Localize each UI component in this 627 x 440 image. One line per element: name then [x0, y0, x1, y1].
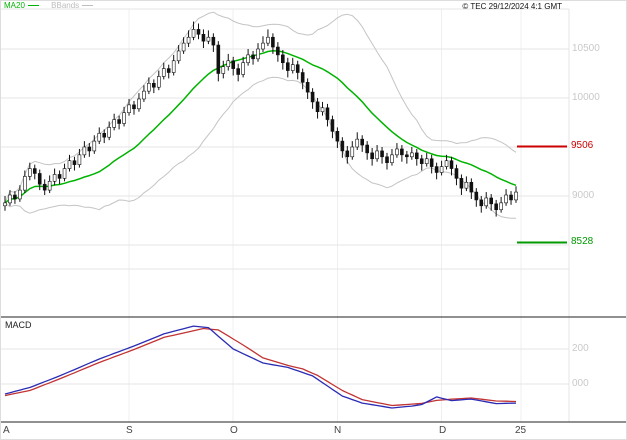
x-axis-tick-august: A [3, 425, 10, 436]
macd-tick-000: 000 [572, 378, 589, 389]
copyright-text: © TEC 29/12/2024 4:1 GMT [462, 2, 562, 11]
y-axis-tick-10500: 10500 [572, 43, 600, 54]
macd-panel-title: MACD [5, 320, 32, 330]
legend: MA20 BBands [4, 1, 103, 10]
x-axis-tick-september: S [126, 425, 133, 436]
legend-ma20-label: MA20 [4, 1, 25, 10]
legend-item-ma20: MA20 [4, 1, 39, 10]
x-axis-tick-november: N [334, 425, 342, 436]
x-axis-tick-2025: 25 [515, 425, 527, 436]
resistance-level-label: 9506 [570, 140, 595, 151]
x-axis-tick-december: D [439, 425, 447, 436]
x-axis-tick-october: O [230, 425, 238, 436]
support-level-label: 8528 [570, 236, 595, 247]
legend-item-bbands: BBands [51, 1, 94, 10]
y-axis-tick-9000: 9000 [572, 190, 595, 201]
legend-bbands-label: BBands [51, 1, 80, 10]
bbands-line-sample-icon [82, 5, 94, 7]
ma20-line-sample-icon [27, 5, 39, 7]
macd-tick-200: 200 [572, 343, 589, 354]
y-axis-tick-10000: 10000 [572, 92, 600, 103]
